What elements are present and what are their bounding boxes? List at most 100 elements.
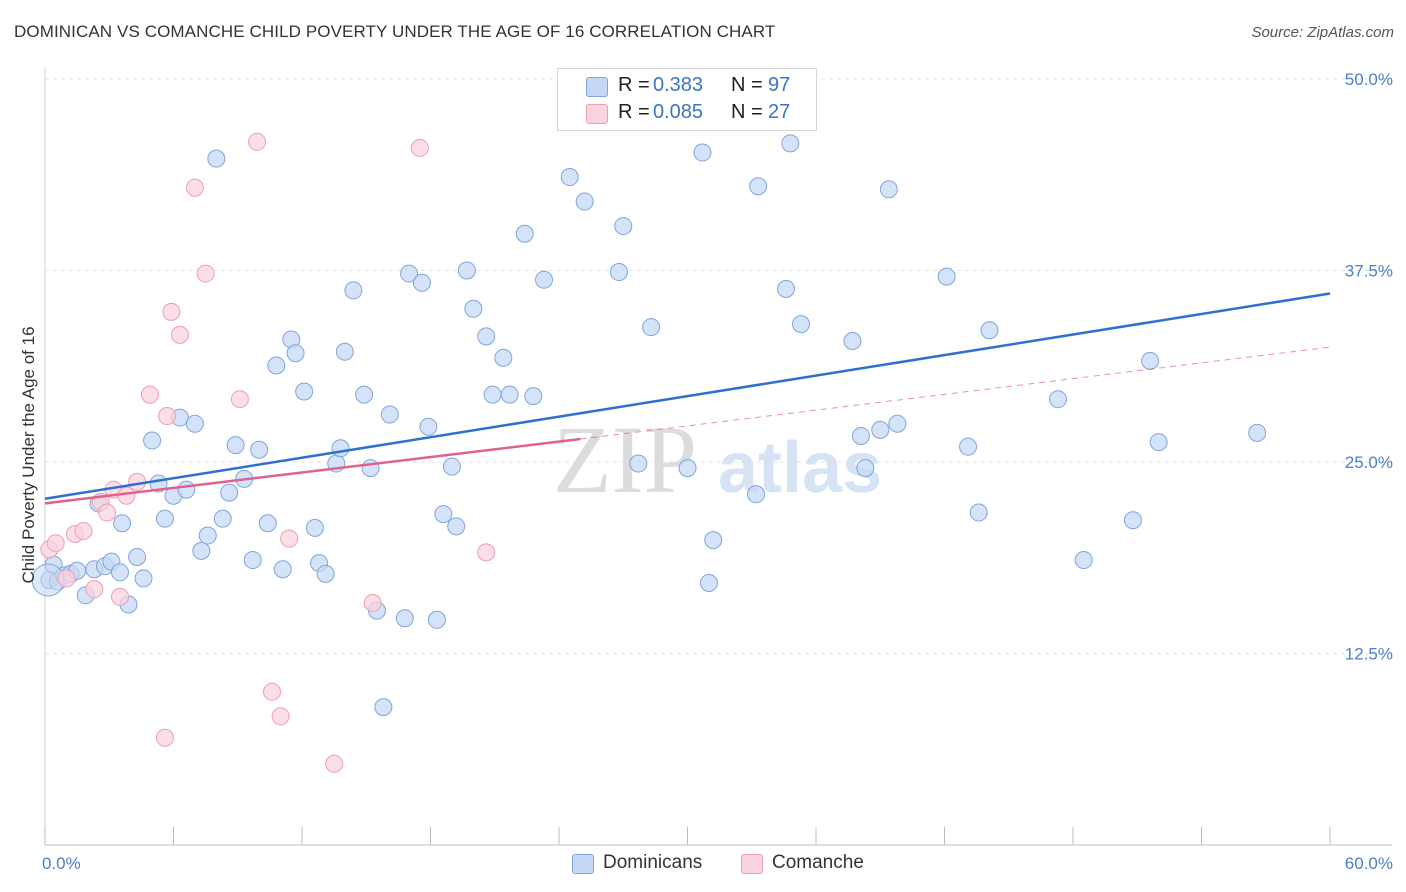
comanche-point xyxy=(230,390,249,409)
dominicans-point xyxy=(434,505,453,524)
comanche-trend-extension xyxy=(580,346,1331,440)
dominicans-point xyxy=(134,569,153,588)
dominicans-point xyxy=(447,517,466,536)
dominicans-point xyxy=(258,514,277,533)
dominicans-point xyxy=(1248,423,1267,442)
legend-r-value: 0.383 xyxy=(653,74,704,96)
comanche-point xyxy=(110,587,129,606)
dominicans-point xyxy=(535,270,554,289)
dominicans-point xyxy=(374,698,393,717)
dominicans-point xyxy=(642,318,661,337)
dominicans-point xyxy=(250,440,269,459)
comanche-point xyxy=(410,138,429,157)
dominicans-point xyxy=(777,279,796,298)
dominicans-point xyxy=(457,261,476,280)
legend-n-label: N = xyxy=(731,74,763,96)
dominicans-point xyxy=(395,609,414,628)
dominicans-point xyxy=(843,331,862,350)
legend-r-label: R = xyxy=(618,74,650,96)
dominicans-point xyxy=(1074,551,1093,570)
comanche-point xyxy=(263,682,282,701)
dominicans-point xyxy=(500,385,519,404)
dominicans-point xyxy=(888,414,907,433)
dominicans-point xyxy=(1123,511,1142,530)
dominicans-point xyxy=(400,264,419,283)
tick-labels: 12.5% 25.0% 37.5% 50.0% 0.0% 60.0% xyxy=(42,70,1393,873)
legend-row-comanche: R = 0.085 N = 27 xyxy=(558,101,816,127)
y-tick-label: 50.0% xyxy=(1345,70,1393,89)
dominicans-point xyxy=(316,564,335,583)
dominicans-point xyxy=(678,459,697,478)
y-tick-label: 37.5% xyxy=(1345,262,1393,281)
dominicans-point xyxy=(412,273,431,292)
comanche-point xyxy=(155,728,174,747)
dominicans-trend-line xyxy=(44,292,1331,501)
dominicans-point xyxy=(560,168,579,187)
chart-title: DOMINICAN VS COMANCHE CHILD POVERTY UNDE… xyxy=(14,22,776,41)
dominicans-point xyxy=(243,551,262,570)
dominicans-point xyxy=(113,514,132,533)
legend-r-label: R = xyxy=(618,101,650,123)
watermark: ZIP atlas xyxy=(553,406,882,513)
dominicans-point xyxy=(335,342,354,361)
series-label: Dominicans xyxy=(603,852,703,873)
dominicans-point xyxy=(871,420,890,439)
series-swatch-blue xyxy=(572,854,594,874)
dominicans-point xyxy=(524,387,543,406)
comanche-point xyxy=(158,407,177,426)
dominicans-point xyxy=(969,503,988,522)
dominicans-point xyxy=(1049,390,1068,409)
dominicans-point xyxy=(128,547,147,566)
dominicans-point xyxy=(305,518,324,537)
dominicans-point xyxy=(442,457,461,476)
comanche-point xyxy=(477,543,496,562)
dominicans-point xyxy=(879,180,898,199)
dominicans-point xyxy=(192,541,211,560)
dominicans-point xyxy=(575,192,594,211)
dominicans-point xyxy=(851,426,870,445)
comanche-point xyxy=(74,521,93,540)
dominicans-point xyxy=(792,315,811,334)
x-tick-label: 60.0% xyxy=(1345,854,1393,873)
dominicans-points xyxy=(31,134,1267,717)
dominicans-point xyxy=(427,610,446,629)
dominicans-point xyxy=(609,263,628,282)
dominicans-point xyxy=(295,382,314,401)
comanche-point xyxy=(248,132,267,151)
comanche-point xyxy=(57,569,76,588)
dominicans-point xyxy=(629,454,648,473)
legend-n-value: 27 xyxy=(768,101,791,123)
legend-swatch-blue xyxy=(586,77,608,97)
legend-swatch-pink xyxy=(586,104,608,124)
dominicans-point xyxy=(477,327,496,346)
dominicans-point xyxy=(273,560,292,579)
dominicans-point xyxy=(781,134,800,153)
comanche-point xyxy=(325,754,344,773)
dominicans-point xyxy=(419,417,438,436)
dominicans-point xyxy=(177,480,196,499)
dominicans-point xyxy=(693,143,712,162)
dominicans-point xyxy=(344,281,363,300)
dominicans-point xyxy=(380,405,399,424)
dominicans-point xyxy=(959,437,978,456)
source-credit: Source: ZipAtlas.com xyxy=(1251,24,1394,41)
dominicans-point xyxy=(207,149,226,168)
dominicans-point xyxy=(856,459,875,478)
dominicans-point xyxy=(1141,351,1160,370)
dominicans-point xyxy=(220,483,239,502)
grid-lines xyxy=(45,78,1392,654)
comanche-point xyxy=(162,302,181,321)
comanche-point xyxy=(271,707,290,726)
trend-lines xyxy=(44,292,1331,505)
dominicans-point xyxy=(1149,433,1168,452)
y-axis-label: Child Poverty Under the Age of 16 xyxy=(19,326,38,583)
dominicans-point xyxy=(747,485,766,504)
dominicans-point xyxy=(286,344,305,363)
dominicans-point xyxy=(980,321,999,340)
dominicans-point xyxy=(749,177,768,196)
comanche-point xyxy=(117,486,136,505)
comanche-point xyxy=(363,593,382,612)
dominicans-point xyxy=(155,509,174,528)
dominicans-point xyxy=(483,385,502,404)
